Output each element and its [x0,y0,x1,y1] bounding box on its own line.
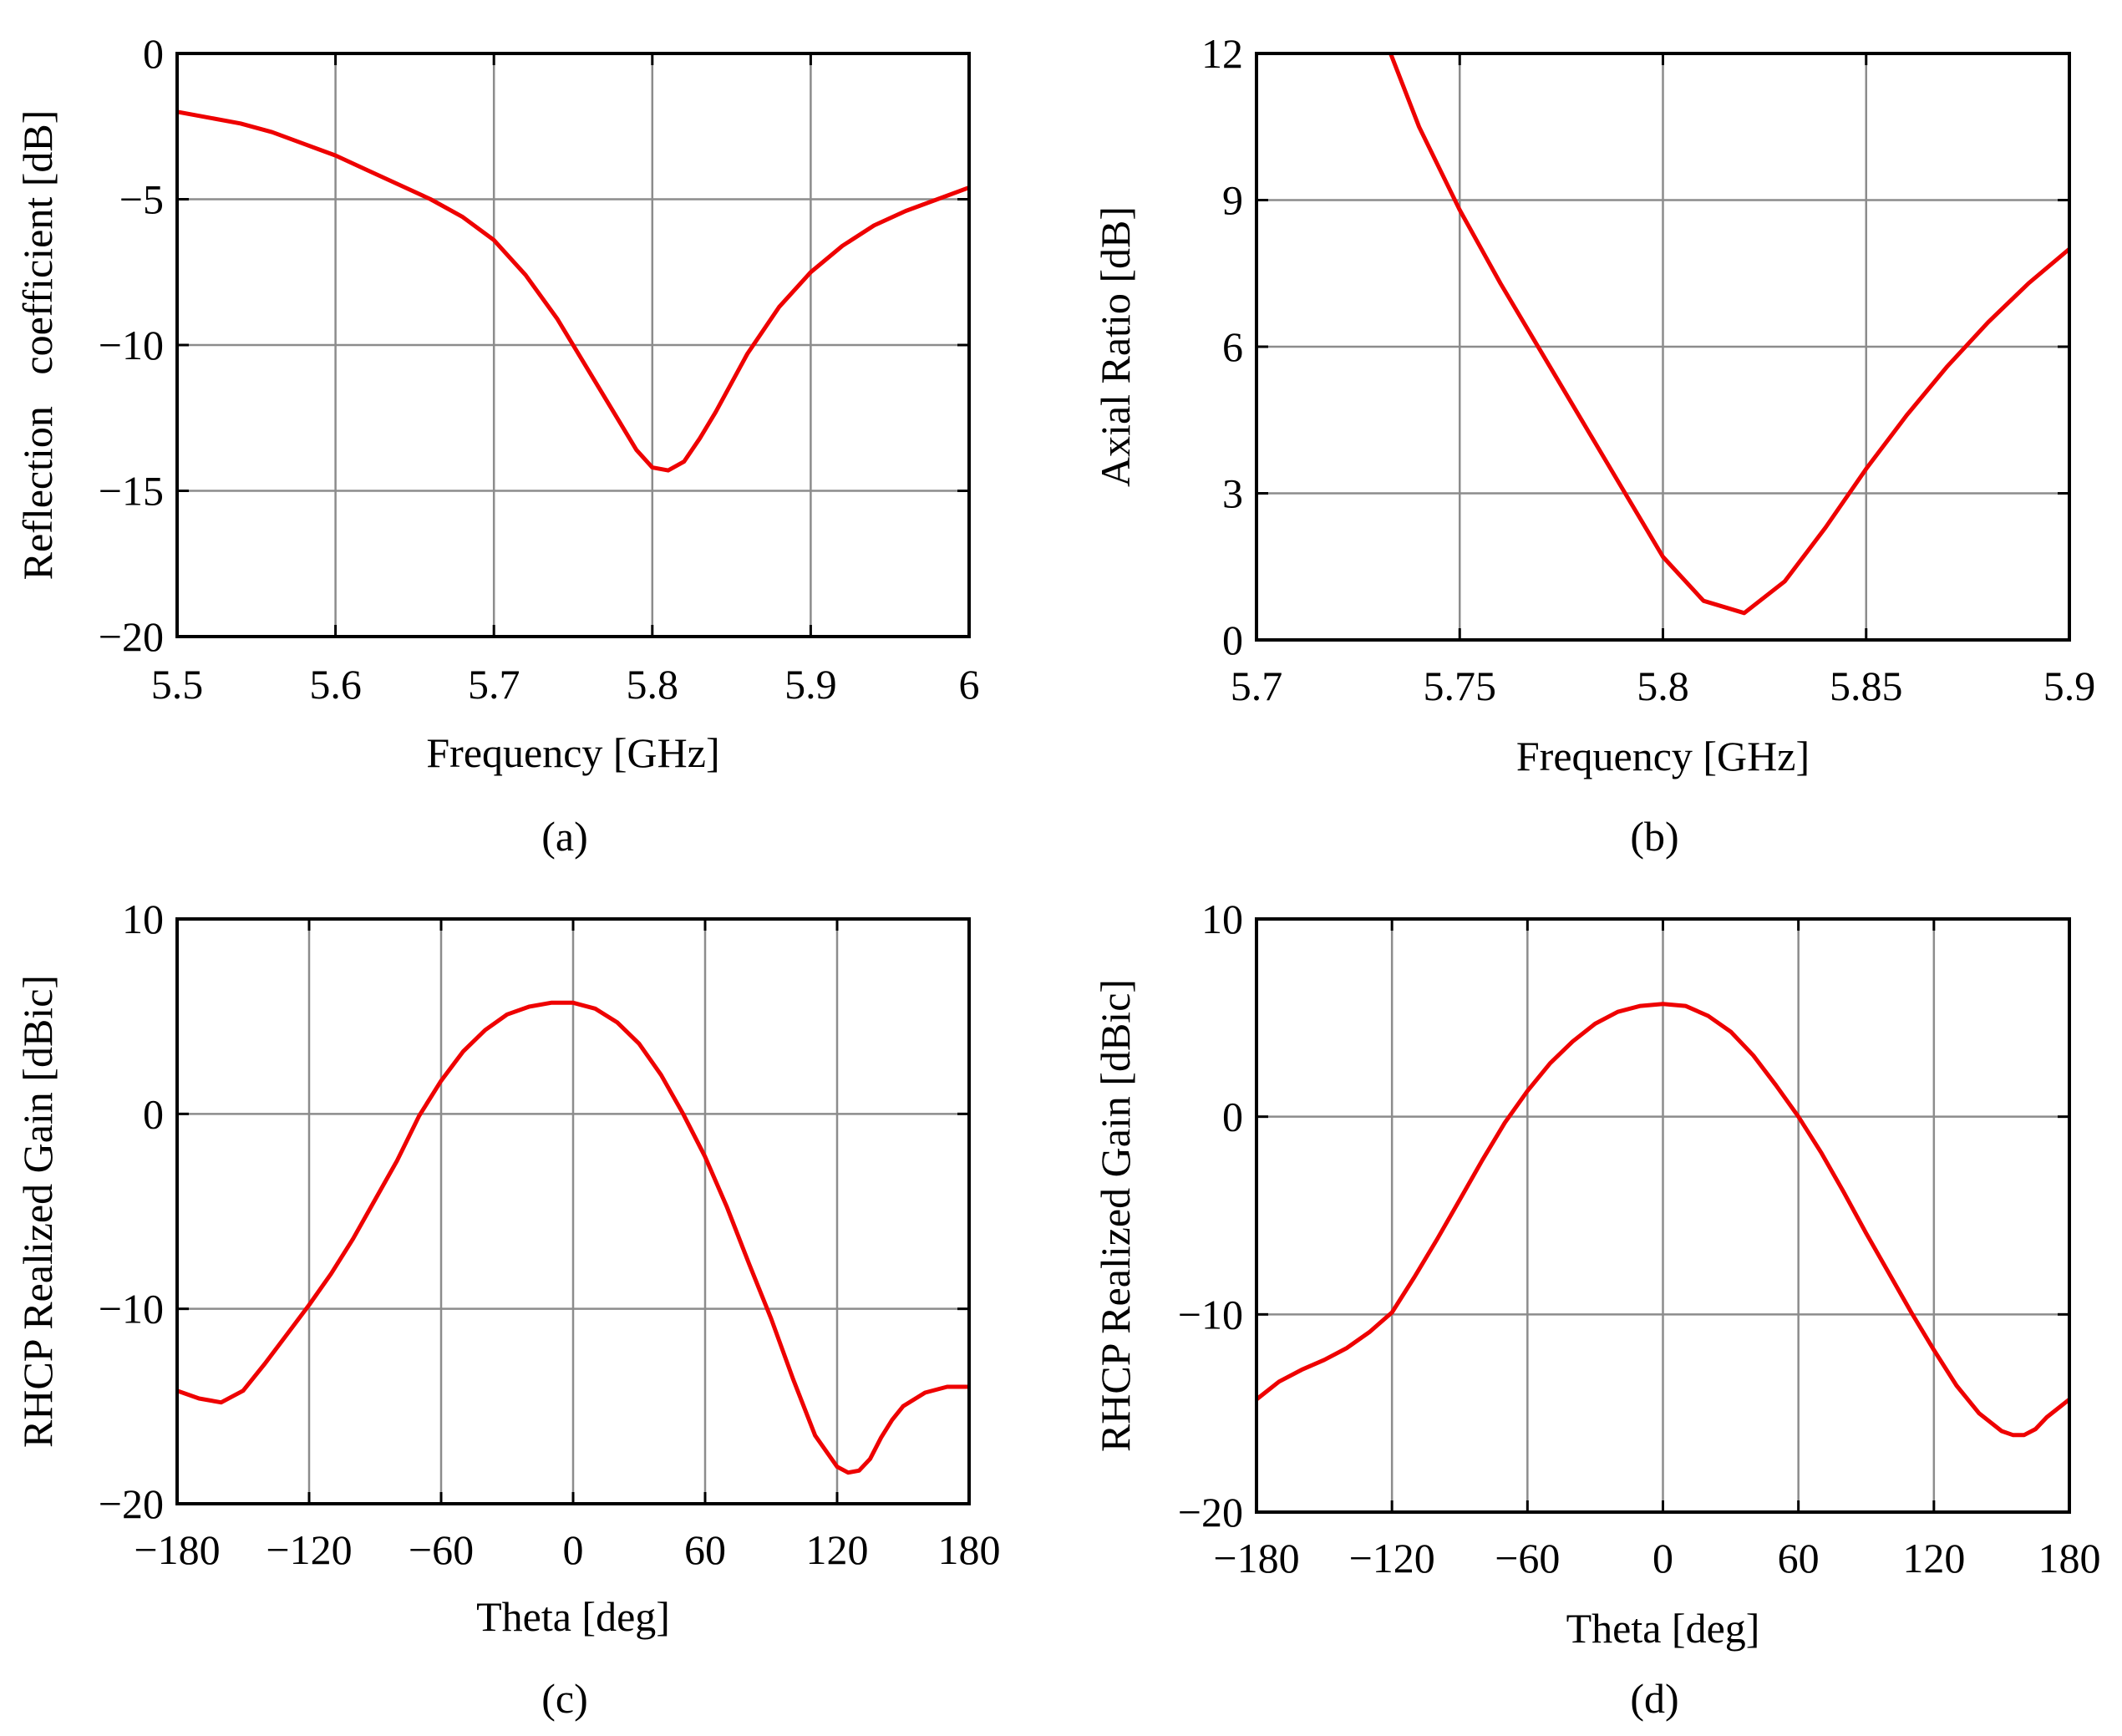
x-tick-label: 60 [684,1526,726,1573]
y-tick-label: −20 [1178,1489,1243,1535]
x-tick-label: 180 [2038,1535,2101,1581]
x-tick-label: 60 [1778,1535,1820,1581]
x-tick-label: 5.6 [309,661,362,708]
x-tick-label: −60 [1495,1535,1560,1581]
y-tick-label: 12 [1201,30,1243,77]
y-tick-label: 10 [122,896,164,942]
x-tick-label: 5.8 [627,661,679,708]
y-tick-label: −10 [99,1286,164,1332]
y-tick-label: 10 [1201,896,1243,942]
x-tick-label: 120 [806,1526,869,1573]
x-axis-label: Theta [deg] [476,1593,670,1640]
y-axis-label: RHCP Realized Gain [dBic] [1092,979,1139,1452]
y-tick-label: −20 [99,1480,164,1527]
y-axis-label: Axial Ratio [dB] [1092,206,1139,487]
chart-panel-1: 5.5 5.6 5.7 5.8 5.9 6 −20 −15 −10 −5 0 Frequency [G… [14,30,980,860]
y-tick-label: 6 [1222,323,1243,370]
x-tick-label: 5.7 [1231,662,1283,709]
y-tick-label: 9 [1222,177,1243,224]
x-tick-label: −120 [1349,1535,1435,1581]
series-line-1 [177,109,969,473]
x-tick-label: 120 [1902,1535,1965,1581]
x-axis-label: Theta [deg] [1566,1605,1760,1652]
figure-caption: (d) [1630,1675,1678,1722]
x-tick-label: −120 [266,1526,352,1573]
figure-caption: (c) [541,1675,588,1722]
x-tick-label: 180 [938,1526,1001,1573]
y-tick-label: −20 [99,613,164,660]
x-tick-label: 6 [959,661,980,708]
y-tick-label: 0 [1222,1094,1243,1140]
y-tick-label: 0 [1222,617,1243,663]
x-tick-label: 0 [563,1526,584,1573]
y-tick-label: −10 [99,322,164,368]
x-tick-label: −60 [409,1526,474,1573]
x-tick-label: 5.85 [1830,662,1903,709]
y-axis-label: RHCP Realized Gain [dBic] [14,975,61,1448]
x-tick-label: 5.8 [1637,662,1689,709]
y-tick-label: −5 [119,176,164,223]
series-line-1 [1256,1002,2069,1438]
x-tick-label: 5.9 [784,661,837,708]
x-axis-label: Frequency [GHz] [1516,733,1810,779]
x-tick-label: 5.75 [1424,662,1497,709]
y-tick-label: 0 [143,30,164,77]
x-tick-label: −180 [1213,1535,1299,1581]
series-line-1 [177,1000,969,1475]
chart-panel-4: −180 −120 −60 0 60 120 180 −20 −10 0 10 Theta [deg]… [1092,896,2101,1722]
y-tick-label: −10 [1178,1291,1243,1338]
chart-panel-3: −180 −120 −60 0 60 120 180 −20 −10 0 10 Theta [deg]… [14,896,1001,1722]
series-line-1 [1388,53,2069,616]
x-tick-label: 5.9 [2043,662,2096,709]
figure-caption: (b) [1630,813,1678,860]
x-tick-label: 5.7 [468,661,520,708]
x-tick-label: 0 [1652,1535,1673,1581]
y-tick-label: 3 [1222,470,1243,517]
figure-caption: (a) [541,813,588,860]
y-axis-label: Reflection coefficient [dB] [14,110,61,581]
y-tick-label: 0 [143,1090,164,1137]
x-tick-label: −180 [134,1526,220,1573]
x-axis-label: Frequency [GHz] [426,729,719,776]
x-tick-label: 5.5 [151,661,204,708]
y-tick-label: −15 [99,468,164,515]
chart-panel-2: 5.7 5.75 5.8 5.85 5.9 0 3 6 9 12 Frequency [GHz] Ax… [1092,30,2095,860]
